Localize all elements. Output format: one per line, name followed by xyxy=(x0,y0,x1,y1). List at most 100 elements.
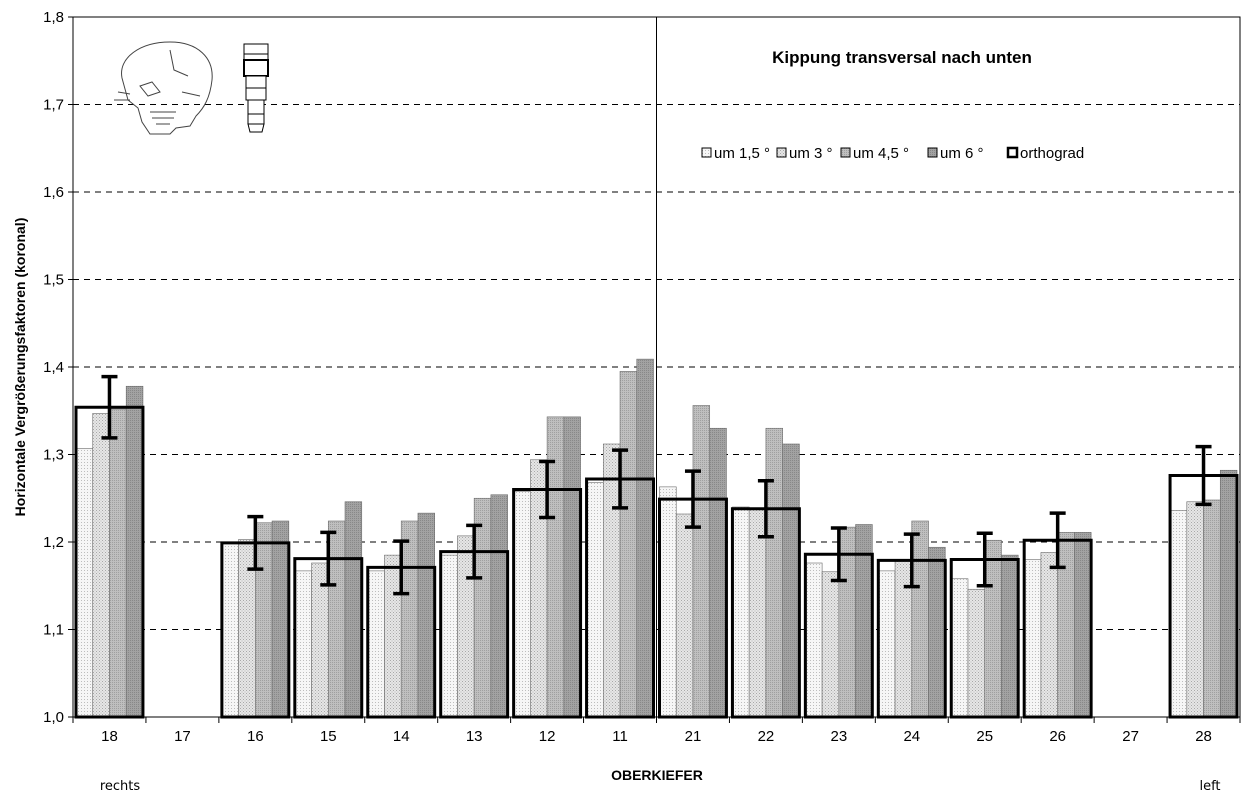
bar-11-series-1 xyxy=(586,482,604,718)
y-tick-label: 1,0 xyxy=(43,709,64,726)
legend-swatch xyxy=(701,147,712,158)
legend-label: um 4,5 ° xyxy=(853,145,909,162)
error-bar-18 xyxy=(101,374,118,440)
bar-15-series-3 xyxy=(327,520,346,718)
x-tick-label: 23 xyxy=(831,728,848,745)
bar-12-series-4 xyxy=(563,416,581,718)
bar-18-series-3 xyxy=(109,408,127,718)
error-bar-22 xyxy=(757,479,774,539)
x-tick-label: 25 xyxy=(976,728,993,745)
legend-item-4: um 6 ° xyxy=(927,145,984,162)
bar-15-series-1 xyxy=(294,570,312,718)
bar-28-series-3 xyxy=(1203,499,1221,718)
bar-26-series-2 xyxy=(1040,552,1058,718)
x-tick-label: 22 xyxy=(758,728,775,745)
legend: um 1,5 ° um 3 ° um 4,5 ° um 6 ° orthograd xyxy=(701,145,1084,162)
x-tick-label: 24 xyxy=(903,728,920,745)
bar-21-series-2 xyxy=(675,513,694,718)
x-tick-label: 11 xyxy=(612,728,628,745)
bar-16-series-1 xyxy=(221,543,239,718)
y-tick-label: 1,3 xyxy=(43,447,64,464)
bar-13-series-1 xyxy=(440,554,458,718)
side-label-right: left xyxy=(1199,779,1220,794)
legend-swatch xyxy=(776,147,787,158)
error-bar-24 xyxy=(903,532,920,589)
bar-18-series-2 xyxy=(92,413,110,718)
error-bar-25 xyxy=(976,531,993,588)
skull-icon xyxy=(114,41,213,135)
bar-14-series-4 xyxy=(417,512,435,718)
x-tick-label: 18 xyxy=(101,728,118,745)
legend-label: um 6 ° xyxy=(940,145,984,162)
error-bar-28 xyxy=(1195,444,1212,507)
legend-item-1: um 1,5 ° xyxy=(701,145,770,162)
y-tick-label: 1,2 xyxy=(43,534,64,551)
y-tick-label: 1,8 xyxy=(43,9,64,26)
legend-label: um 1,5 ° xyxy=(714,145,770,162)
error-bar-16 xyxy=(247,514,264,571)
x-axis-title: OBERKIEFER xyxy=(611,767,703,783)
bar-14-series-1 xyxy=(367,570,385,718)
implant-icon xyxy=(243,43,269,133)
x-tick-label: 12 xyxy=(539,728,556,745)
bar-23-series-1 xyxy=(805,562,823,718)
y-axis-title: Horizontale Vergrößerungsfaktoren (koron… xyxy=(12,218,28,517)
x-axis: 18 17 16 15 14 13 12 11 21 22 23 24 25 26 27 28 xyxy=(72,717,1241,745)
y-tick-label: 1,1 xyxy=(43,622,64,639)
legend-swatch xyxy=(927,147,938,158)
bar-28-series-2 xyxy=(1186,501,1204,718)
bar-16-series-3 xyxy=(255,522,273,718)
x-tick-label: 28 xyxy=(1195,728,1212,745)
bar-26-series-4 xyxy=(1074,532,1092,718)
legend-label: orthograd xyxy=(1020,145,1084,162)
bar-25-series-1 xyxy=(950,578,969,718)
x-tick-label: 21 xyxy=(685,728,702,745)
error-bar-11 xyxy=(612,448,629,510)
bar-25-series-2 xyxy=(967,588,986,718)
legend-item-3: um 4,5 ° xyxy=(840,145,909,162)
bar-14-series-2 xyxy=(384,554,402,718)
bar-13-series-3 xyxy=(473,497,492,718)
bar-21-series-1 xyxy=(659,486,677,718)
side-label-left: rechts xyxy=(100,779,141,794)
y-tick-label: 1,5 xyxy=(43,272,64,289)
bar-16-series-4 xyxy=(271,520,290,718)
bar-28-series-4 xyxy=(1219,469,1238,718)
error-bar-12 xyxy=(539,459,556,520)
x-tick-label: 26 xyxy=(1049,728,1066,745)
bar-11-series-3 xyxy=(619,371,638,718)
x-tick-label: 15 xyxy=(320,728,337,745)
bar-24-series-2 xyxy=(894,560,913,718)
error-bar-26 xyxy=(1049,511,1066,570)
bar-11-series-4 xyxy=(636,358,654,718)
bar-24-series-4 xyxy=(928,546,946,718)
x-tick-label: 17 xyxy=(174,728,191,745)
legend-item-5: orthograd xyxy=(1006,145,1084,162)
bar-26-series-1 xyxy=(1023,559,1042,718)
bar-26-series-3 xyxy=(1057,532,1075,718)
bar-24-series-3 xyxy=(911,520,929,718)
bar-18-series-4 xyxy=(125,385,144,718)
bar-16-series-2 xyxy=(238,539,256,718)
bar-12-series-1 xyxy=(513,490,531,718)
bar-22-series-4 xyxy=(782,443,800,718)
x-tick-label: 14 xyxy=(393,728,410,745)
bar-25-series-3 xyxy=(984,539,1002,718)
bar-14-series-3 xyxy=(400,520,419,718)
chart-title: Kippung transversal nach unten xyxy=(772,48,1032,67)
error-bar-14 xyxy=(393,539,410,596)
bar-22-series-3 xyxy=(765,427,783,718)
error-bar-13 xyxy=(466,523,483,580)
legend-item-2: um 3 ° xyxy=(776,145,833,162)
error-bar-21 xyxy=(684,469,701,529)
bar-21-series-3 xyxy=(692,405,711,718)
bar-12-series-2 xyxy=(530,459,548,718)
bar-15-series-4 xyxy=(344,501,363,718)
bar-28-series-1 xyxy=(1169,510,1188,718)
y-tick-label: 1,4 xyxy=(43,359,64,376)
bar-23-series-2 xyxy=(821,571,840,718)
x-tick-label: 27 xyxy=(1122,728,1139,745)
bar-21-series-4 xyxy=(709,427,727,718)
bar-18-series-1 xyxy=(75,448,94,718)
